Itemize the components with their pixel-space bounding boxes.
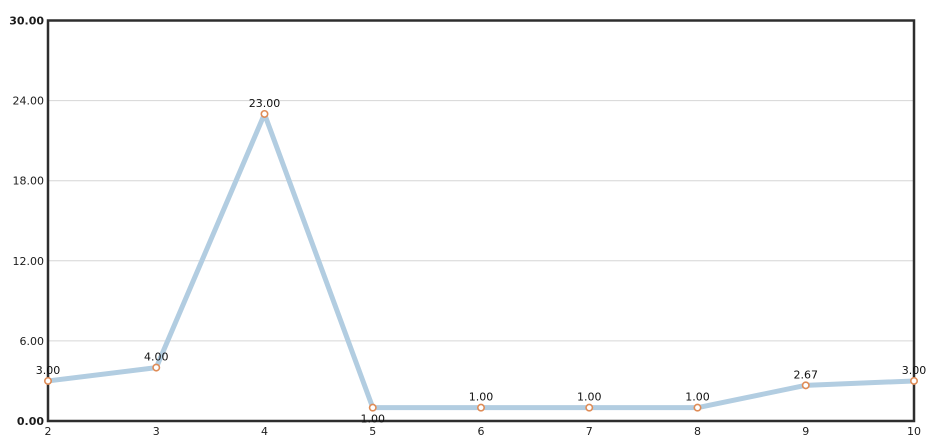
data-point-marker[interactable] bbox=[43, 376, 52, 385]
y-axis-tick-label: 24.00 bbox=[13, 95, 45, 108]
y-axis-tick-label: 18.00 bbox=[13, 175, 45, 188]
y-axis-tick-label: 30.00 bbox=[9, 15, 44, 28]
data-point-label: 4.00 bbox=[144, 351, 169, 364]
data-point-marker[interactable] bbox=[801, 381, 810, 390]
x-axis-tick-label: 9 bbox=[802, 425, 809, 438]
data-point-label: 3.00 bbox=[36, 364, 61, 377]
data-point-label: 3.00 bbox=[902, 364, 927, 377]
data-point-label: 1.00 bbox=[469, 391, 494, 404]
data-point-label: 23.00 bbox=[249, 97, 281, 110]
data-point-marker[interactable] bbox=[260, 109, 269, 118]
y-axis-tick-label: 12.00 bbox=[13, 255, 45, 268]
x-axis-tick-label: 10 bbox=[907, 425, 921, 438]
data-point-label: 1.00 bbox=[361, 413, 386, 426]
x-axis-tick-label: 7 bbox=[586, 425, 593, 438]
plot-border bbox=[46, 19, 916, 423]
x-axis-tick-label: 5 bbox=[369, 425, 376, 438]
data-point-label: 1.00 bbox=[577, 391, 602, 404]
y-axis-tick-label: 6.00 bbox=[20, 335, 45, 348]
x-axis-tick-label: 6 bbox=[478, 425, 485, 438]
data-point-label: 2.67 bbox=[794, 368, 819, 381]
x-axis-tick-label: 8 bbox=[694, 425, 701, 438]
x-axis-tick-label: 4 bbox=[261, 425, 268, 438]
data-point-marker[interactable] bbox=[152, 363, 161, 372]
data-point-marker[interactable] bbox=[476, 403, 485, 412]
x-axis-tick-label: 3 bbox=[153, 425, 160, 438]
y-axis-tick-label: 0.00 bbox=[17, 415, 44, 428]
data-point-label: 1.00 bbox=[685, 391, 710, 404]
data-point-marker[interactable] bbox=[368, 403, 377, 412]
data-point-marker[interactable] bbox=[693, 403, 702, 412]
data-point-marker[interactable] bbox=[909, 376, 918, 385]
data-point-marker[interactable] bbox=[585, 403, 594, 412]
x-axis-tick-label: 2 bbox=[45, 425, 52, 438]
